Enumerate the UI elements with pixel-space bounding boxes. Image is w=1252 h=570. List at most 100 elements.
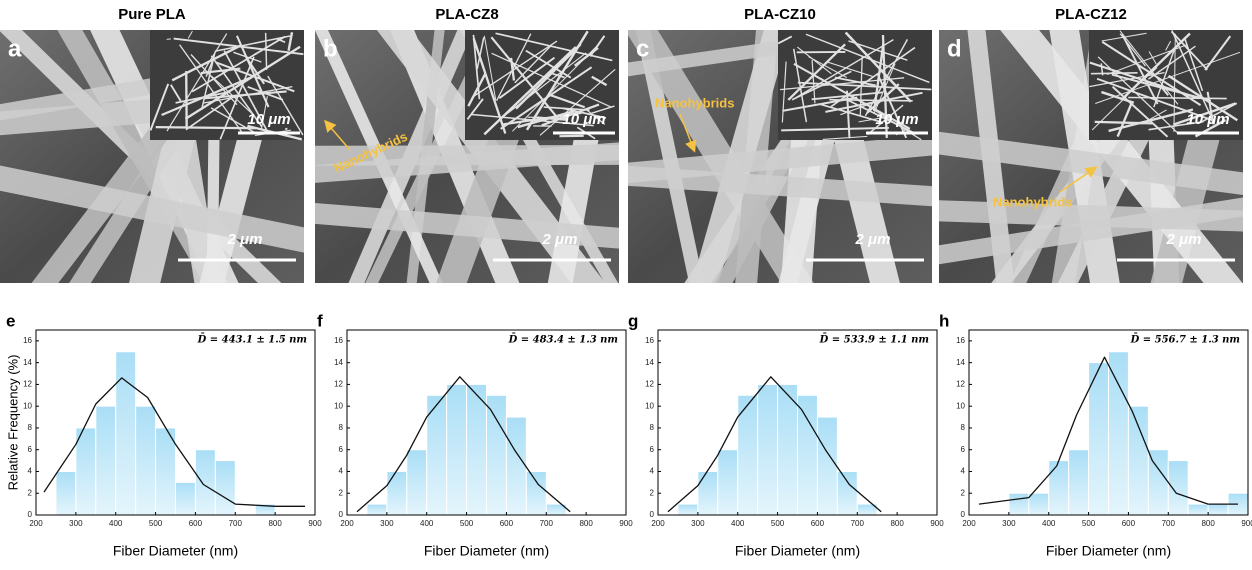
axes-frame (968, 329, 1249, 516)
x-tick-label: 200 (340, 519, 354, 528)
inset-fiber (844, 97, 917, 135)
inset-fiber (166, 33, 228, 132)
inset-fiber (1095, 51, 1241, 104)
inset-scale-label: 10 μm (875, 111, 918, 128)
inset-fiber (287, 32, 294, 51)
bar (75, 427, 97, 516)
bar (797, 394, 818, 516)
annotation: Nanohybrids (655, 95, 734, 110)
x-axis-label: Fiber Diameter (nm) (113, 543, 238, 559)
inset-fiber (808, 56, 848, 79)
x-axis-label: Fiber Diameter (nm) (1046, 543, 1171, 559)
x-tick-label: 200 (651, 519, 665, 528)
panel-title: PLA-CZ8 (435, 6, 498, 23)
inset-fiber (805, 33, 930, 84)
bar (1048, 460, 1070, 516)
inset-fiber (1172, 102, 1237, 126)
panel-letter: f (317, 311, 323, 330)
scale-label: 2 μm (855, 231, 891, 248)
inset-fiber (1165, 40, 1172, 51)
inset-fiber (149, 83, 170, 131)
inset-fiber (1094, 120, 1153, 125)
inset-fiber (834, 76, 876, 87)
y-tick-label: 2 (339, 488, 344, 497)
fit-curve (43, 377, 305, 507)
x-tick-label: 600 (811, 519, 825, 528)
bar (1207, 503, 1229, 516)
y-tick-label: 14 (334, 358, 343, 367)
inset-fiber (466, 98, 484, 120)
inset-scale-label: 10 μm (247, 111, 290, 128)
y-tick-label: 8 (650, 423, 655, 432)
fit-curve (667, 376, 882, 513)
axes-frame (346, 329, 627, 516)
panel-letter: d (947, 35, 962, 62)
inset-fiber (1090, 72, 1138, 75)
inset-fiber (797, 81, 932, 91)
inset-fiber (166, 38, 171, 40)
scale-label: 2 μm (542, 231, 578, 248)
inset-fiber (1171, 30, 1215, 125)
fiber (315, 202, 619, 249)
inset-fiber (498, 56, 556, 99)
inset-fiber (1089, 71, 1165, 88)
inset-fiber (562, 107, 607, 119)
inset-fiber (543, 106, 590, 111)
inset-fiber (1097, 56, 1179, 134)
bar (386, 470, 408, 516)
bar (1088, 362, 1109, 516)
inset-fiber (275, 37, 286, 43)
bar (406, 449, 428, 516)
inset-fiber (210, 75, 255, 116)
x-tick-label: 300 (1002, 519, 1016, 528)
inset-fiber (233, 51, 262, 63)
inset-fiber (872, 108, 922, 141)
bar (95, 405, 117, 516)
x-axis-label: Fiber Diameter (nm) (424, 543, 549, 559)
scale-label: 2 μm (227, 231, 263, 248)
y-tick-label: 6 (339, 445, 344, 454)
fiber (939, 131, 1243, 196)
annotation-arrow (1059, 166, 1098, 193)
inset-fiber (781, 61, 787, 123)
inset-fiber (1116, 102, 1133, 138)
sem-image (315, 30, 619, 283)
inset-fiber (782, 96, 858, 112)
inset-fiber (1119, 30, 1179, 105)
inset-fiber (820, 103, 884, 124)
bar (446, 383, 468, 516)
x-axis-label: Fiber Diameter (nm) (735, 543, 860, 559)
inset-fiber (471, 40, 558, 99)
inset-fiber (187, 30, 193, 39)
inset-scale-label: 10 μm (562, 111, 605, 128)
x-tick-label: 200 (962, 519, 976, 528)
x-tick-label: 200 (29, 519, 43, 528)
inset-fiber (795, 39, 894, 99)
inset-fiber (844, 31, 912, 103)
inset-fiber (483, 35, 497, 101)
y-tick-label: 14 (645, 358, 654, 367)
inset-fiber (472, 34, 481, 100)
y-tick-label: 8 (961, 423, 966, 432)
inset-fiber (777, 35, 793, 45)
inset-fiber (155, 125, 256, 130)
bar (697, 470, 719, 516)
y-tick-label: 8 (339, 423, 344, 432)
x-tick-label: 600 (500, 519, 514, 528)
inset-fiber (1204, 35, 1232, 71)
panel-letter: g (628, 311, 638, 330)
bar (525, 470, 547, 516)
inset-fiber (586, 109, 606, 125)
x-tick-label: 500 (771, 519, 785, 528)
y-tick-label: 16 (23, 336, 32, 345)
y-tick-label: 4 (28, 467, 33, 476)
inset-fiber (1141, 109, 1167, 125)
inset-fiber (573, 47, 599, 67)
y-tick-label: 4 (650, 467, 655, 476)
fiber (0, 165, 304, 253)
inset-fiber (822, 135, 868, 140)
inset-fiber (514, 45, 552, 84)
sem-image (628, 30, 932, 283)
inset-fiber (1101, 90, 1135, 104)
